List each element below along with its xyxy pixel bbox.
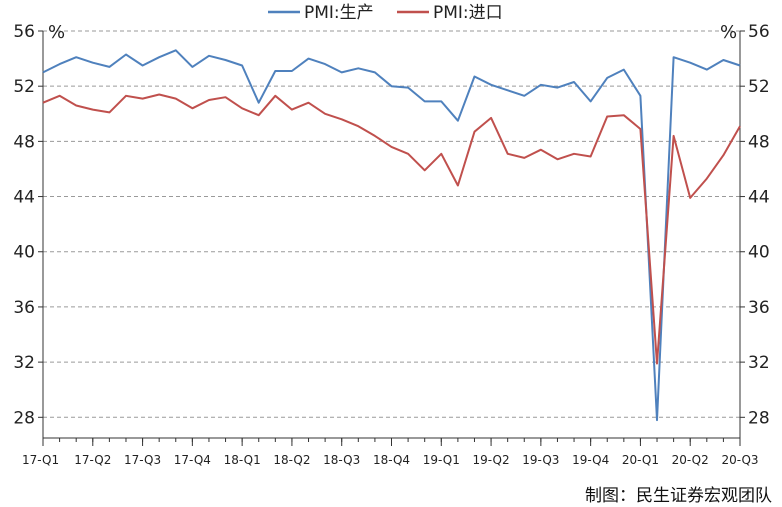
y-tick-label-left: 28 xyxy=(13,408,35,428)
x-tick-label: 17-Q3 xyxy=(124,453,161,467)
x-ticks: 17-Q1 17-Q2 17-Q3 17-Q4 18-Q1 18-Q2 18-Q3 18-Q4… xyxy=(22,438,759,467)
x-tick-label: 19-Q1 xyxy=(423,453,460,467)
y-tick-label-left: 36 xyxy=(13,298,35,318)
axes xyxy=(42,31,741,439)
y-tick-label-right: 36 xyxy=(748,298,770,318)
y-tick-label-right: 56 xyxy=(748,22,770,42)
legend-label-production: PMI:生产 xyxy=(304,3,374,23)
x-tick-label: 18-Q4 xyxy=(373,453,410,467)
y-ticks-left: 28 32 36 40 44 48 52 56 xyxy=(13,22,43,428)
y-tick-label-right: 40 xyxy=(748,243,770,263)
x-tick-label: 18-Q3 xyxy=(323,453,360,467)
x-tick-label: 17-Q1 xyxy=(22,453,59,467)
x-tick-label: 20-Q1 xyxy=(622,453,659,467)
series-line-production xyxy=(42,49,741,422)
x-tick-label: 18-Q1 xyxy=(224,453,261,467)
series-line-import xyxy=(42,93,741,365)
legend-label-import: PMI:进口 xyxy=(433,3,503,23)
y-tick-label-right: 32 xyxy=(748,353,770,373)
y-tick-label-right: 28 xyxy=(748,408,770,428)
y-tick-label-left: 32 xyxy=(13,353,35,373)
x-tick-label: 20-Q2 xyxy=(672,453,709,467)
y-tick-label-right: 48 xyxy=(748,132,770,152)
y-ticks-right: 28 32 36 40 44 48 52 56 xyxy=(740,22,770,428)
x-tick-label: 19-Q4 xyxy=(572,453,609,467)
x-tick-label: 19-Q3 xyxy=(522,453,559,467)
y-tick-label-left: 52 xyxy=(13,77,35,97)
y-tick-label-left: 40 xyxy=(13,243,35,263)
y-tick-label-left: 56 xyxy=(13,22,35,42)
y-tick-label-right: 44 xyxy=(748,188,770,208)
x-tick-label: 20-Q3 xyxy=(721,453,758,467)
series-lines xyxy=(42,49,741,422)
y-tick-label-left: 44 xyxy=(13,188,35,208)
y-unit-right: % xyxy=(720,22,737,43)
y-tick-label-left: 48 xyxy=(13,132,35,152)
y-tick-label-right: 52 xyxy=(748,77,770,97)
legend: PMI:生产 PMI:进口 xyxy=(268,3,503,23)
x-tick-label: 17-Q2 xyxy=(74,453,111,467)
y-unit-left: % xyxy=(48,22,65,43)
source-credit: 制图：民生证券宏观团队 xyxy=(585,486,772,506)
x-tick-label: 17-Q4 xyxy=(174,453,211,467)
x-tick-label: 18-Q2 xyxy=(273,453,310,467)
x-tick-label: 19-Q2 xyxy=(473,453,510,467)
